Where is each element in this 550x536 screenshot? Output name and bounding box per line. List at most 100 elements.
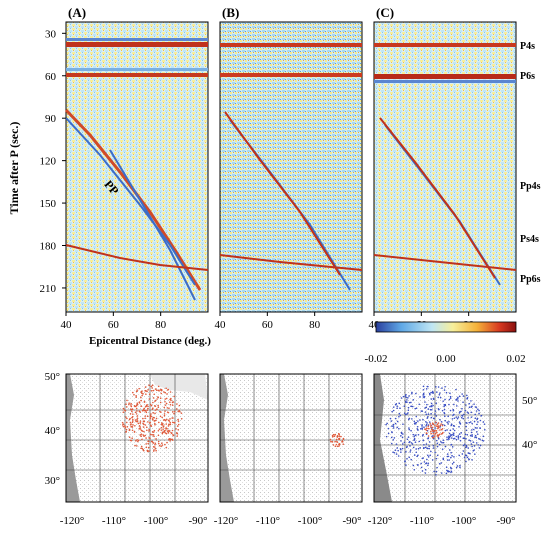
- map-dot: [455, 435, 458, 438]
- map-dot: [429, 408, 432, 411]
- map-dot: [423, 426, 425, 428]
- map-dot: [138, 387, 140, 390]
- map-dot: [441, 448, 444, 450]
- map-dot: [398, 415, 400, 418]
- map-dot: [169, 418, 171, 420]
- map-dot: [408, 427, 410, 429]
- map-dot: [458, 395, 461, 398]
- map-dot: [466, 411, 469, 413]
- map-dot: [446, 459, 449, 461]
- map-dot: [159, 415, 162, 418]
- map-dot: [156, 398, 158, 400]
- map-dot: [407, 409, 410, 412]
- map-dot: [458, 454, 461, 457]
- map-dot: [428, 445, 430, 447]
- map-dot: [163, 413, 166, 415]
- map-dot: [429, 430, 432, 433]
- map-dot: [466, 394, 468, 397]
- map-dot: [429, 454, 431, 457]
- map-dot: [139, 434, 141, 436]
- map-dot: [422, 392, 425, 395]
- map-dot: [155, 449, 157, 452]
- map-dot: [474, 434, 477, 437]
- map-dot: [158, 421, 160, 424]
- map-dot: [171, 421, 174, 424]
- map-dot: [169, 421, 172, 424]
- map-dot: [134, 424, 136, 427]
- map-dot: [440, 433, 443, 435]
- map-dot: [402, 423, 404, 425]
- map-dot: [152, 407, 154, 410]
- map-dot: [444, 398, 446, 401]
- map-dot: [423, 446, 425, 449]
- x-tick-label: 60: [108, 319, 120, 331]
- y-tick-label: 120: [40, 156, 57, 168]
- map-dot: [476, 423, 478, 426]
- map-dot: [430, 398, 433, 400]
- map-dot: [172, 411, 174, 413]
- map-dot: [132, 413, 134, 415]
- map-dot: [479, 444, 482, 447]
- map-dot: [396, 447, 399, 449]
- map-dot: [465, 404, 467, 406]
- map-dot: [398, 427, 400, 430]
- map-dot: [140, 405, 142, 407]
- map-dot: [448, 449, 451, 451]
- map-dot: [439, 392, 441, 394]
- map-dot: [148, 393, 151, 396]
- map-dot: [334, 433, 336, 436]
- map-dot: [459, 435, 462, 438]
- map-dot: [460, 416, 463, 419]
- map-dot: [470, 431, 473, 434]
- map-dot: [137, 439, 140, 442]
- longitude-tick-label: -120°: [214, 515, 239, 527]
- map-dot: [398, 402, 401, 405]
- map-dot: [335, 443, 338, 446]
- map-dot: [430, 412, 432, 415]
- map-dot: [155, 389, 158, 391]
- map-dot: [435, 402, 438, 404]
- map-dot: [462, 401, 464, 404]
- x-tick-label: 40: [369, 319, 381, 331]
- map-dot: [169, 398, 171, 401]
- map-dot: [435, 430, 438, 432]
- map-dot: [418, 440, 421, 443]
- map-dot: [470, 443, 473, 445]
- map-dot: [415, 392, 417, 395]
- map-dot: [469, 421, 472, 423]
- map-dot: [427, 425, 430, 428]
- map-dot: [332, 444, 335, 446]
- map-dot: [465, 438, 467, 440]
- map-dot: [149, 403, 152, 406]
- longitude-tick-label: -110°: [102, 515, 126, 527]
- map-dot: [434, 427, 436, 429]
- map-dot: [329, 438, 332, 441]
- map-dot: [407, 397, 409, 399]
- map-dot: [470, 406, 473, 408]
- map-dot: [131, 429, 134, 432]
- map-dot: [402, 433, 404, 435]
- map-dot: [408, 395, 410, 397]
- map-dot: [142, 417, 144, 420]
- map-dot: [445, 472, 448, 475]
- map-dot: [471, 458, 473, 461]
- map-dot: [167, 425, 170, 427]
- map-dot: [160, 426, 163, 429]
- map-dot: [449, 395, 452, 398]
- map-dot: [420, 462, 422, 465]
- p4s-arrival-band: [374, 43, 516, 47]
- map-dot: [171, 417, 173, 419]
- map-dot: [176, 432, 178, 434]
- map-dot: [129, 412, 132, 415]
- phase-label: Ps4s: [520, 234, 539, 245]
- map-dot: [161, 442, 163, 445]
- map-dot: [437, 396, 440, 399]
- map-dot: [428, 441, 431, 443]
- map-dot: [470, 411, 473, 414]
- map-dot: [121, 421, 124, 424]
- map-dot: [468, 439, 470, 441]
- map-dot: [160, 411, 162, 413]
- map-dot: [426, 422, 428, 424]
- map-dot: [389, 417, 392, 420]
- map-dot: [385, 423, 387, 426]
